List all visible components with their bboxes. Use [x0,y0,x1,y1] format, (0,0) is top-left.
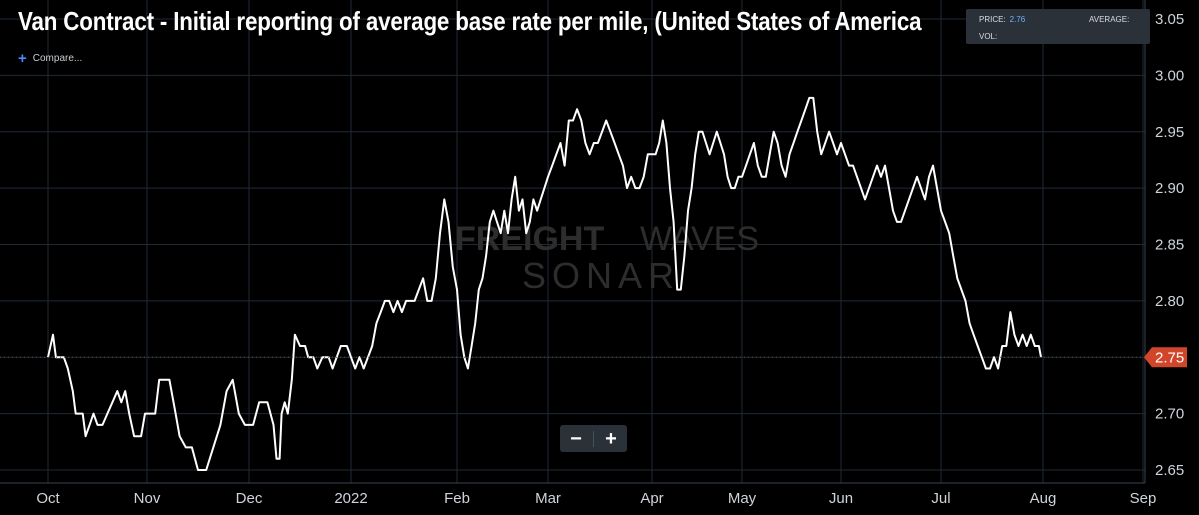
zoom-in-button[interactable]: + [605,427,617,450]
watermark-sonar: SONAR [522,255,680,296]
x-tick-label: Sep [1130,490,1157,507]
y-tick-label: 3.00 [1155,67,1184,84]
compare-button[interactable]: + Compare... [18,49,83,67]
price-readout: PRICE: 2.76 [979,15,1025,24]
y-tick-label: 3.05 [1155,11,1184,28]
series-line [47,96,1042,471]
price-info-box: PRICE: 2.76 AVERAGE: VOL: [966,9,1150,44]
x-tick-label: Oct [36,490,60,507]
zoom-out-button[interactable]: − [570,427,582,450]
y-axis: 2.65 2.70 2.75 2.80 2.85 2.90 2.95 3.00 3.05 [1155,11,1184,479]
y-tick-label: 2.65 [1155,462,1184,479]
x-tick-label: Aug [1030,490,1057,507]
average-label: AVERAGE: [1089,15,1130,24]
watermark: FREIGHT WAVES SONAR [455,220,759,296]
x-tick-label: May [728,490,757,507]
plus-icon: + [18,49,27,67]
last-value-marker: 2.75 [0,347,1187,368]
watermark-waves: WAVES [640,220,759,258]
price-value: 2.76 [1009,15,1026,24]
x-tick-label: Jun [829,490,853,507]
x-axis: Oct Nov Dec 2022 Feb Mar Apr May Jun Jul Aug Sep [36,490,1156,507]
x-tick-label: Dec [236,490,263,507]
x-tick-label: Nov [134,490,161,507]
watermark-freight: FREIGHT [455,220,604,258]
y-tick-label: 2.90 [1155,180,1184,197]
compare-label: Compare... [32,53,83,64]
x-tick-label: Mar [535,490,561,507]
grid [0,0,1146,484]
zoom-divider [593,430,594,447]
y-tick-label: 2.70 [1155,406,1184,423]
y-tick-label: 2.85 [1155,237,1184,254]
chart-title: Van Contract - Initial reporting of aver… [18,6,922,36]
x-tick-label: 2022 [334,490,367,507]
last-value-label: 2.75 [1155,349,1184,366]
x-tick-label: Jul [931,490,950,507]
y-tick-label: 2.80 [1155,293,1184,310]
zoom-controls: − + [560,425,627,452]
x-tick-label: Feb [444,490,470,507]
x-tick-label: Apr [640,490,663,507]
y-tick-label: 2.95 [1155,124,1184,141]
price-label: PRICE: [979,15,1006,24]
vol-label: VOL: [979,32,998,41]
last-value-tag [1144,347,1187,368]
